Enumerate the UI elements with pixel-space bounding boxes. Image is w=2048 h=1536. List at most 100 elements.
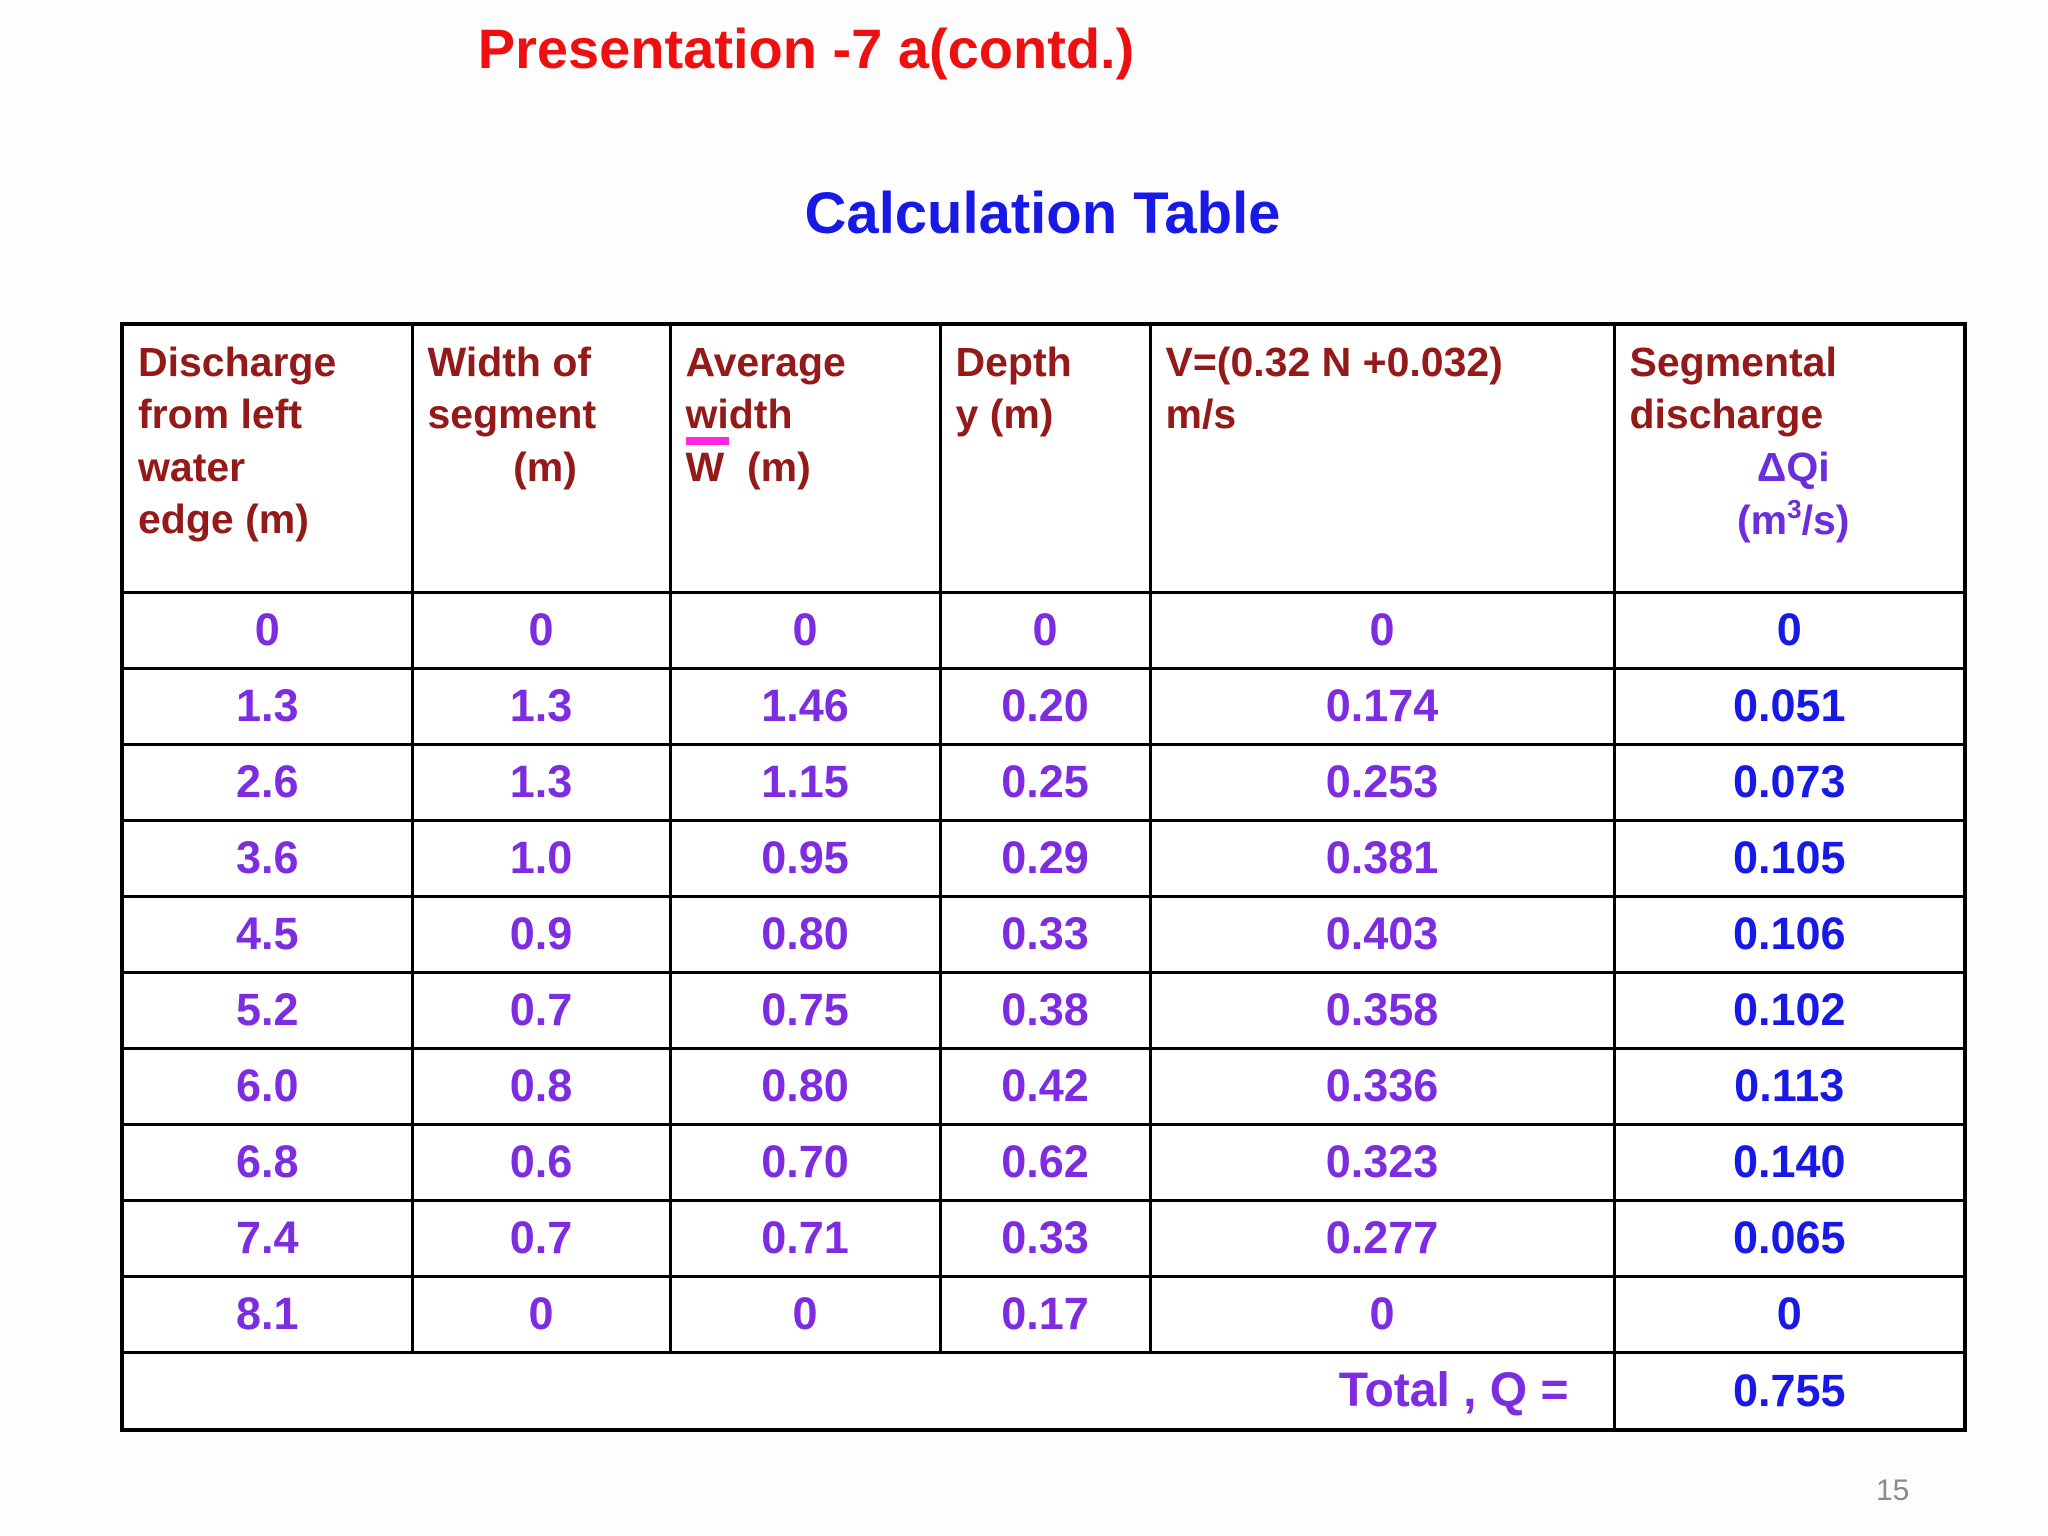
cell: 8.1 <box>120 1274 414 1354</box>
table-row: 1.3 1.3 1.46 0.20 0.174 0.051 <box>120 666 1967 746</box>
cell: 0.20 <box>938 666 1152 746</box>
header-velocity-formula: V=(0.32 N +0.032) m/s <box>1148 322 1616 594</box>
cell: 1.3 <box>410 666 672 746</box>
table-row: 3.6 1.0 0.95 0.29 0.381 0.105 <box>120 818 1967 898</box>
cell: 0.80 <box>668 1046 942 1126</box>
unit-superscript: 3 <box>1787 494 1802 525</box>
cell: 0.9 <box>410 894 672 974</box>
cell: 0.6 <box>410 1122 672 1202</box>
cell: 0.105 <box>1612 818 1967 898</box>
header-line: (m) <box>513 443 577 490</box>
delta-qi-label: ΔQi <box>1756 443 1830 490</box>
cell: 2.6 <box>120 742 414 822</box>
cell: 0.381 <box>1148 818 1616 898</box>
header-line: Depth <box>955 339 1072 385</box>
cell: 0.174 <box>1148 666 1616 746</box>
table-row: 8.1 0 0 0.17 0 0 <box>120 1274 1967 1354</box>
header-line: m/s <box>1165 391 1237 438</box>
header-line: Average <box>685 339 846 385</box>
page-number: 15 <box>1876 1474 1910 1507</box>
header-line: from left <box>138 391 302 438</box>
cell: 0 <box>668 590 942 670</box>
cell: 7.4 <box>120 1198 414 1278</box>
header-line: width <box>685 388 933 446</box>
header-text: dth <box>728 391 793 438</box>
header-line: water <box>138 443 246 490</box>
cell: 0.25 <box>938 742 1152 822</box>
cell: 1.46 <box>668 666 942 746</box>
cell: 0 <box>668 1274 942 1354</box>
table-row: 4.5 0.9 0.80 0.33 0.403 0.106 <box>120 894 1967 974</box>
cell: 0.253 <box>1148 742 1616 822</box>
slide-subtitle: Calculation Table <box>804 181 1281 246</box>
header-discharge-from-left: Discharge from left water edge (m) <box>120 322 414 594</box>
table-row: 7.4 0.7 0.71 0.33 0.277 0.065 <box>120 1198 1967 1278</box>
cell: 0.358 <box>1148 970 1616 1050</box>
cell: 0.106 <box>1612 894 1967 974</box>
cell: 0.8 <box>410 1046 672 1126</box>
cell: 6.0 <box>120 1046 414 1126</box>
table-row: 6.8 0.6 0.70 0.62 0.323 0.140 <box>120 1122 1967 1202</box>
cell: 0.33 <box>938 894 1152 974</box>
calculation-table: Discharge from left water edge (m) Width… <box>120 322 1967 1432</box>
cell: 1.3 <box>120 666 414 746</box>
cell: 0.62 <box>938 1122 1152 1202</box>
cell: 0.7 <box>410 970 672 1050</box>
cell: 0.065 <box>1612 1198 1967 1278</box>
cell: 0.336 <box>1148 1046 1616 1126</box>
cell: 0 <box>1612 1274 1967 1354</box>
cell: 0.073 <box>1612 742 1967 822</box>
cell: 4.5 <box>120 894 414 974</box>
cell: 0.70 <box>668 1122 942 1202</box>
cell: 6.8 <box>120 1122 414 1202</box>
cell: 0.75 <box>668 970 942 1050</box>
cell: 0.403 <box>1148 894 1616 974</box>
cell: 0.102 <box>1612 970 1967 1050</box>
cell: 0 <box>410 590 672 670</box>
cell: 0.71 <box>668 1198 942 1278</box>
slide-title: Presentation -7 a(contd.) <box>477 17 1135 80</box>
total-value: 0.755 <box>1612 1350 1967 1432</box>
cell: 5.2 <box>120 970 414 1050</box>
cell: 1.15 <box>668 742 942 822</box>
cell: 0.33 <box>938 1198 1152 1278</box>
unit-text: /s) <box>1801 497 1850 544</box>
table-row: 5.2 0.7 0.75 0.38 0.358 0.102 <box>120 970 1967 1050</box>
header-line: edge (m) <box>138 496 309 543</box>
header-line: V=(0.32 N +0.032) <box>1165 339 1503 385</box>
cell: 0.38 <box>938 970 1152 1050</box>
table-row: 6.0 0.8 0.80 0.42 0.336 0.113 <box>120 1046 1967 1126</box>
header-line: Discharge <box>138 339 337 385</box>
cell: 0.7 <box>410 1198 672 1278</box>
cell: 0.113 <box>1612 1046 1967 1126</box>
total-label: Total , Q = <box>120 1350 1616 1432</box>
table-row: 2.6 1.3 1.15 0.25 0.253 0.073 <box>120 742 1967 822</box>
cell: 0 <box>1148 590 1616 670</box>
header-average-width: Average width W (m) <box>668 322 942 594</box>
header-line: Width of <box>427 339 592 385</box>
cell: 0 <box>410 1274 672 1354</box>
header-width-of-segment: Width of segment (m) <box>410 322 672 594</box>
cell: 0 <box>120 590 414 670</box>
cell: 0.42 <box>938 1046 1152 1126</box>
cell: 3.6 <box>120 818 414 898</box>
cell: 0.95 <box>668 818 942 898</box>
table-body: 0 0 0 0 0 0 1.3 1.3 1.46 0.20 0.174 0.051 2.6 1.3 1.15… <box>120 590 1967 1354</box>
cell: 0 <box>1612 590 1967 670</box>
header-line: segment <box>427 391 597 438</box>
cell: 0.80 <box>668 894 942 974</box>
cell: 0 <box>938 590 1152 670</box>
total-row: Total , Q = 0.755 <box>120 1350 1967 1432</box>
cell: 0.051 <box>1612 666 1967 746</box>
cell: 0.17 <box>938 1274 1152 1354</box>
header-line: W (m) <box>685 443 811 490</box>
header-depth: Depth y (m) <box>938 322 1152 594</box>
header-segmental-discharge: Segmental discharge ΔQi (m3/s) <box>1612 322 1967 594</box>
header-line: y (m) <box>955 391 1054 438</box>
underlined-text: wi <box>685 391 729 446</box>
header-line: discharge <box>1629 391 1824 438</box>
cell: 0.140 <box>1612 1122 1967 1202</box>
cell: 0.29 <box>938 818 1152 898</box>
header-line: Segmental <box>1629 339 1837 385</box>
